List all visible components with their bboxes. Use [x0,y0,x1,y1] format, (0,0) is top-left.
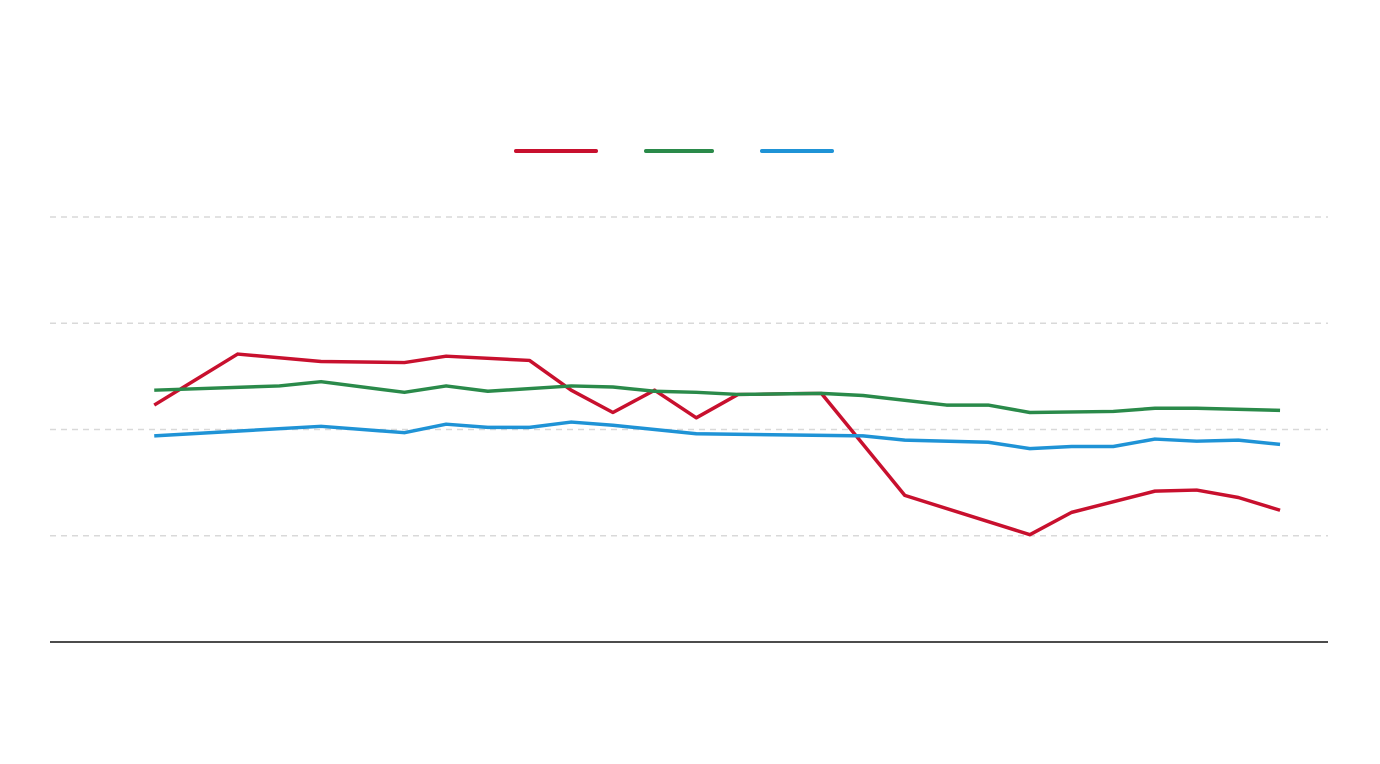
data-line [153,352,1281,537]
data-line [154,420,1281,451]
data-line [154,379,1281,415]
